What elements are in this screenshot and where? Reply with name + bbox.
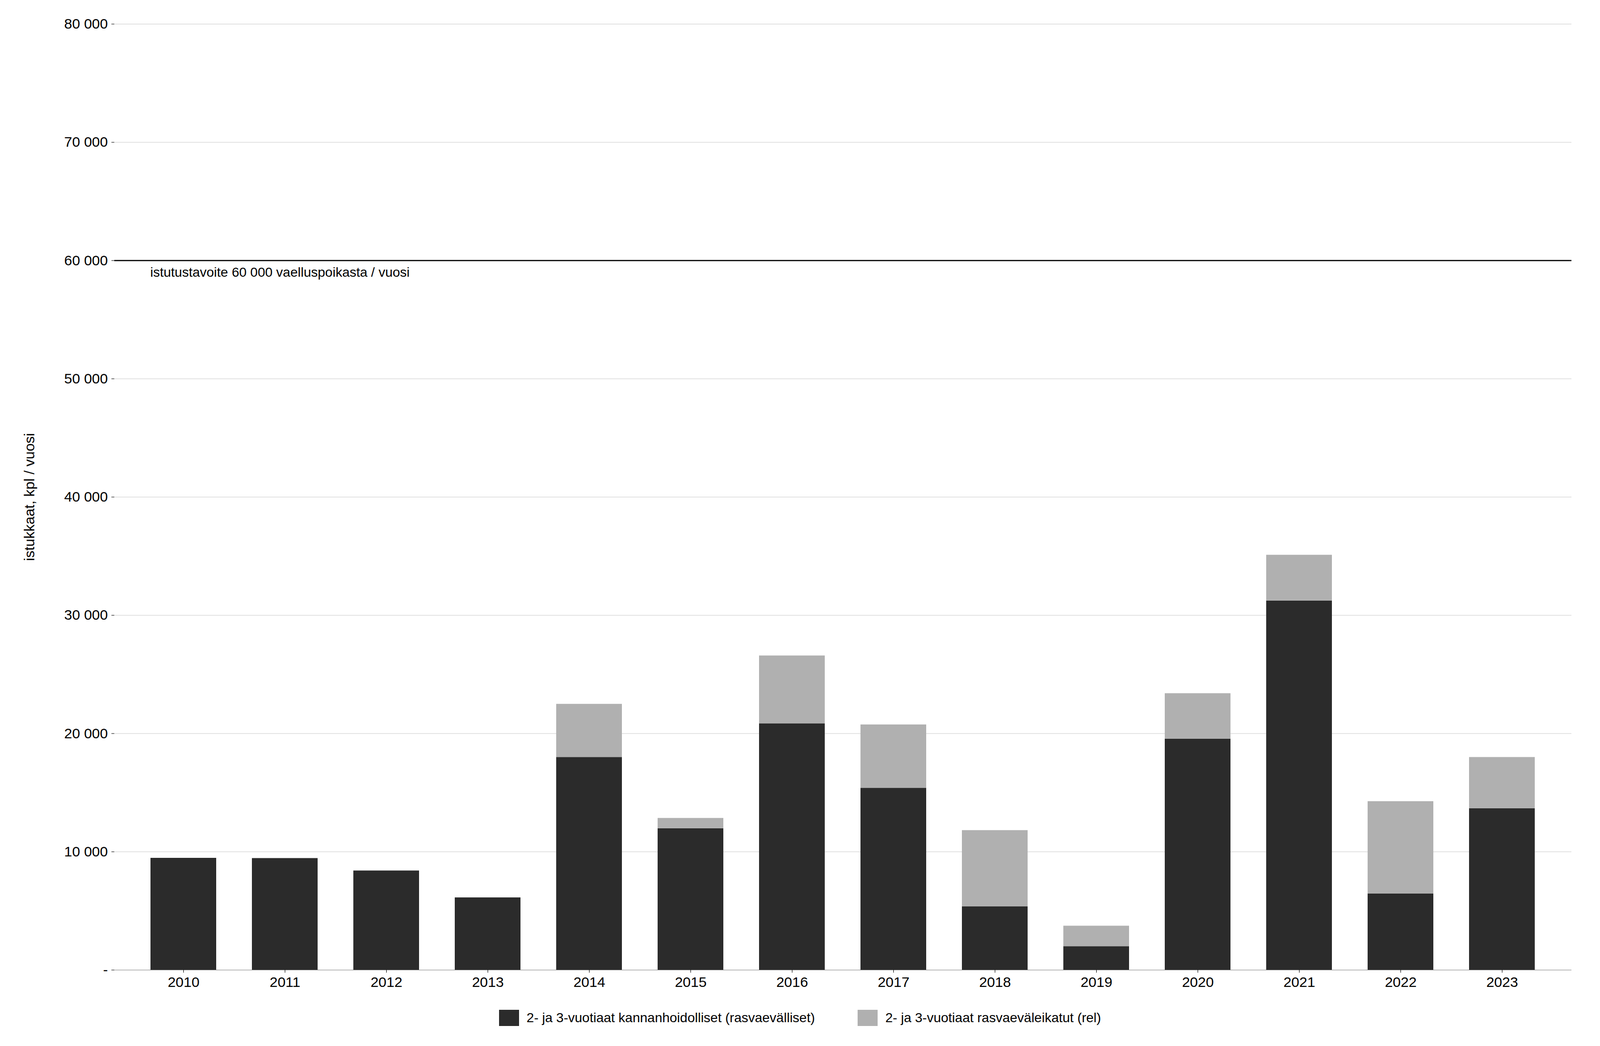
svg-text:10 000: 10 000 [64,843,109,860]
html-text:2- ja 3-vuotiaat kannanhoidoll: 2- ja 3-vuotiaat kannanhoidolliset (rasv… [526,1010,815,1025]
svg-text:2021: 2021 [1283,973,1316,990]
svg-text:40 000: 40 000 [64,488,109,505]
html-text:2- ja 3-vuotiaat rasvaeväleika: 2- ja 3-vuotiaat rasvaeväleikatut (rel) [885,1010,1102,1025]
svg-text:2020: 2020 [1181,973,1214,990]
svg-text:istukkaat, kpl / vuosi: istukkaat, kpl / vuosi [21,432,38,561]
svg-text:2012: 2012 [370,973,403,990]
svg-text:2023: 2023 [1486,973,1519,990]
svg-text:2015: 2015 [674,973,707,990]
svg-text:istutustavoite 60 000 vaellusp: istutustavoite 60 000 vaelluspoikasta / … [150,264,410,280]
svg-text:70 000: 70 000 [64,133,109,150]
svg-text:20 000: 20 000 [64,725,109,741]
svg-text:-: - [103,961,109,978]
svg-text:2010: 2010 [167,973,200,990]
svg-text:2017: 2017 [877,973,910,990]
svg-text:50 000: 50 000 [64,370,109,387]
svg-text:2018: 2018 [979,973,1011,990]
svg-text:2019: 2019 [1080,973,1113,990]
svg-text:30 000: 30 000 [64,606,109,623]
svg-text:2013: 2013 [471,973,504,990]
svg-text:2011: 2011 [269,973,301,990]
svg-text:2022: 2022 [1384,973,1417,990]
svg-text:60 000: 60 000 [64,252,109,269]
svg-text:2016: 2016 [776,973,809,990]
svg-text:2014: 2014 [573,973,606,990]
svg-text:80 000: 80 000 [64,15,109,32]
